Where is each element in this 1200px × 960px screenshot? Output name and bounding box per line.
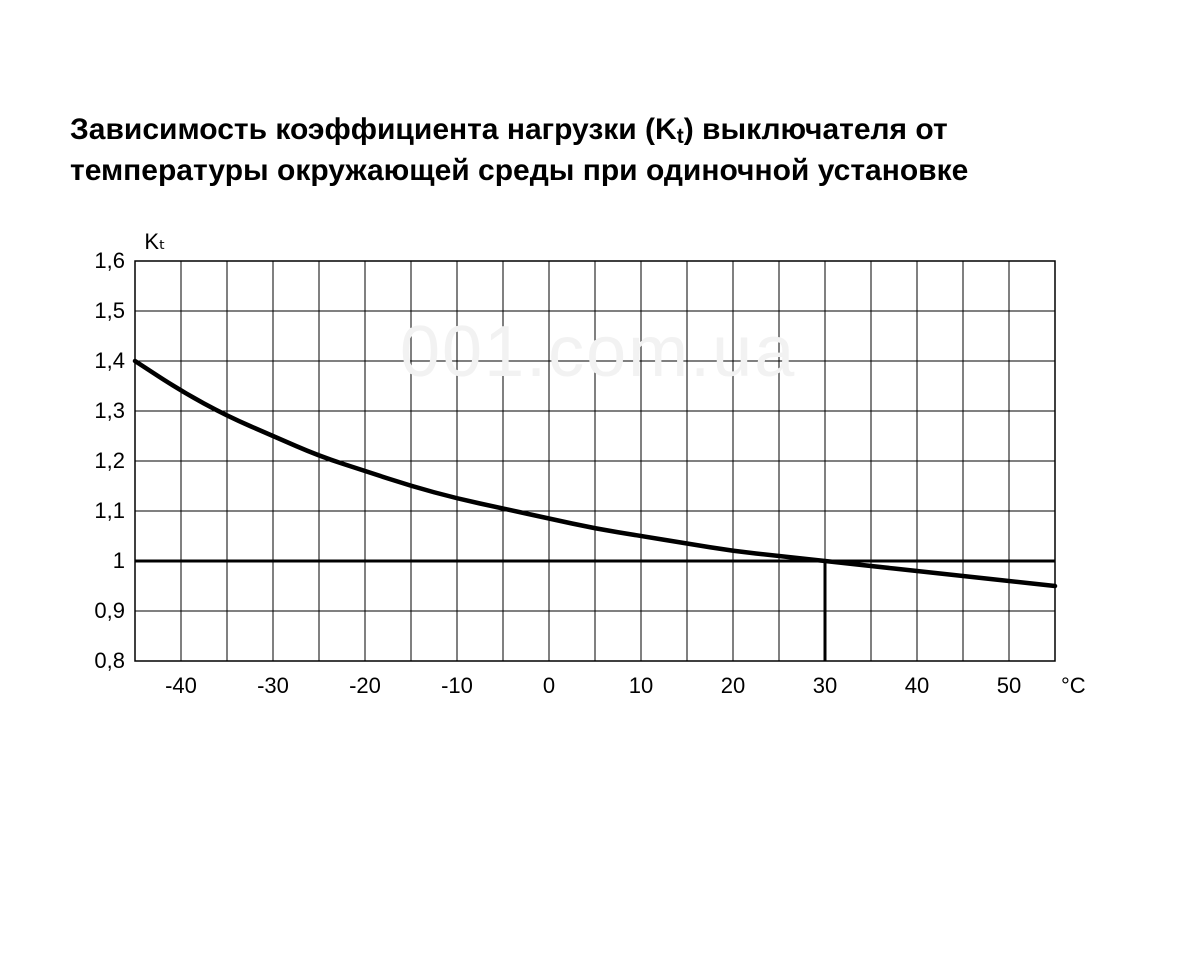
load-coefficient-chart: 0,8 0,9 1 1,1 1,2 1,3 1,4 1,5 1,6 -40 -30 -20 -10 0 10… [70,221,1110,711]
y-tick-label: 1,6 [94,248,125,273]
y-tick-label: 1,5 [94,298,125,323]
chart-title: Зависимость коэффициента нагрузки (Kt) в… [70,110,1130,191]
y-tick-label: 1,4 [94,348,125,373]
y-tick-label: 0,9 [94,598,125,623]
y-tick-label: 1,2 [94,448,125,473]
y-axis-label: Kₜ [144,229,165,254]
x-tick-label: 40 [905,673,929,698]
x-tick-label: -40 [165,673,197,698]
x-tick-label: 0 [543,673,555,698]
title-line1: Зависимость коэффициента нагрузки (Kt) в… [70,113,948,146]
x-tick-label: 50 [997,673,1021,698]
x-tick-label: -10 [441,673,473,698]
x-tick-label: 10 [629,673,653,698]
y-tick-label: 1,1 [94,498,125,523]
x-tick-label: -30 [257,673,289,698]
y-tick-label: 1,3 [94,398,125,423]
x-axis-unit: °C [1061,673,1086,698]
x-tick-label: 30 [813,673,837,698]
y-tick-label: 0,8 [94,648,125,673]
title-subscript: t [677,125,684,148]
title-line2: температуры окружающей среды при одиночн… [70,154,968,187]
y-tick-label: 1 [113,548,125,573]
title-line1-part1: Зависимость коэффициента нагрузки (K [70,113,677,146]
x-tick-label: 20 [721,673,745,698]
title-line1-part2: ) выключателя от [684,113,948,146]
x-tick-label: -20 [349,673,381,698]
chart-container: 001.com.ua 0,80,911,11,21,31,41,51,6-40-… [70,221,1130,711]
